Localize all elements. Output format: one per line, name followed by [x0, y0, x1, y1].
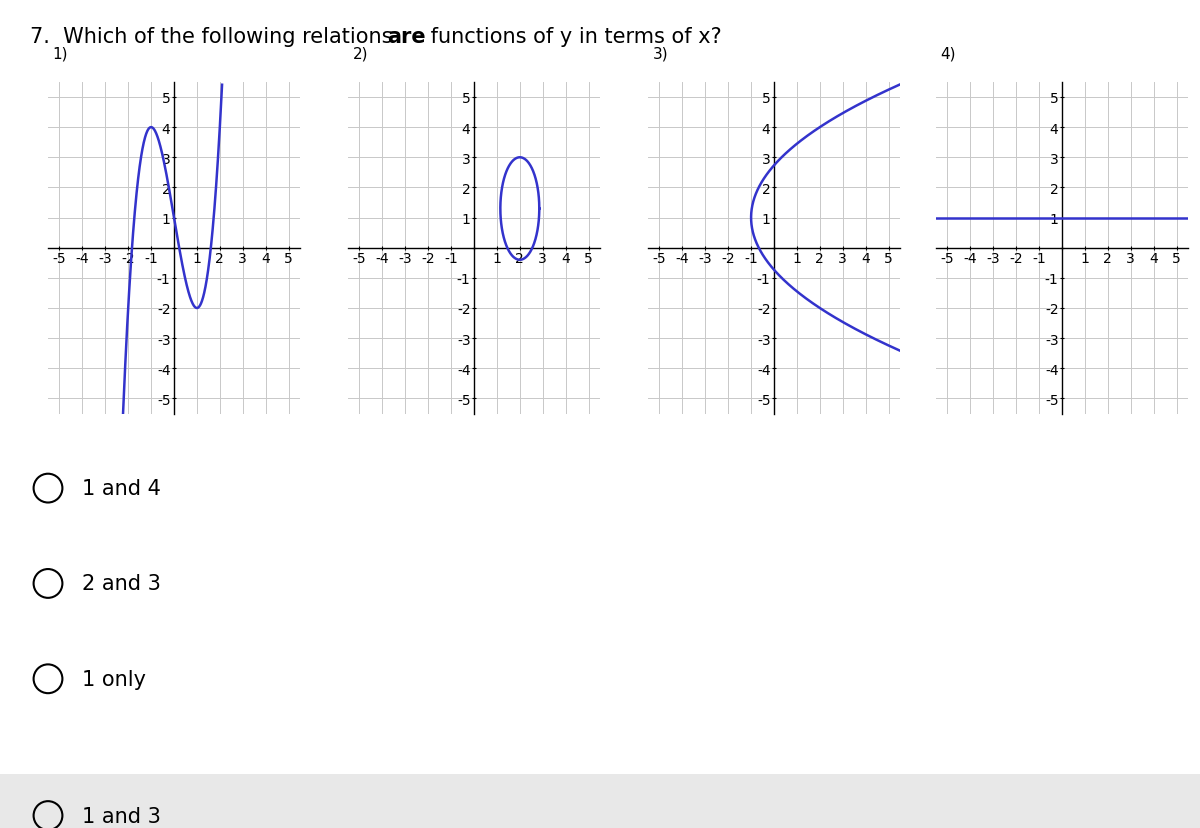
- Text: 7.  Which of the following relations: 7. Which of the following relations: [30, 27, 400, 47]
- Text: 4): 4): [941, 46, 956, 62]
- Text: 1 and 4: 1 and 4: [82, 479, 161, 498]
- Text: 1 and 3: 1 and 3: [82, 806, 161, 826]
- Text: 2): 2): [353, 46, 368, 62]
- Text: 1 only: 1 only: [82, 669, 145, 689]
- Text: are: are: [388, 27, 426, 47]
- Text: 2 and 3: 2 and 3: [82, 574, 161, 594]
- Text: 1): 1): [53, 46, 68, 62]
- Text: 3): 3): [653, 46, 668, 62]
- Text: functions of y in terms of x?: functions of y in terms of x?: [424, 27, 721, 47]
